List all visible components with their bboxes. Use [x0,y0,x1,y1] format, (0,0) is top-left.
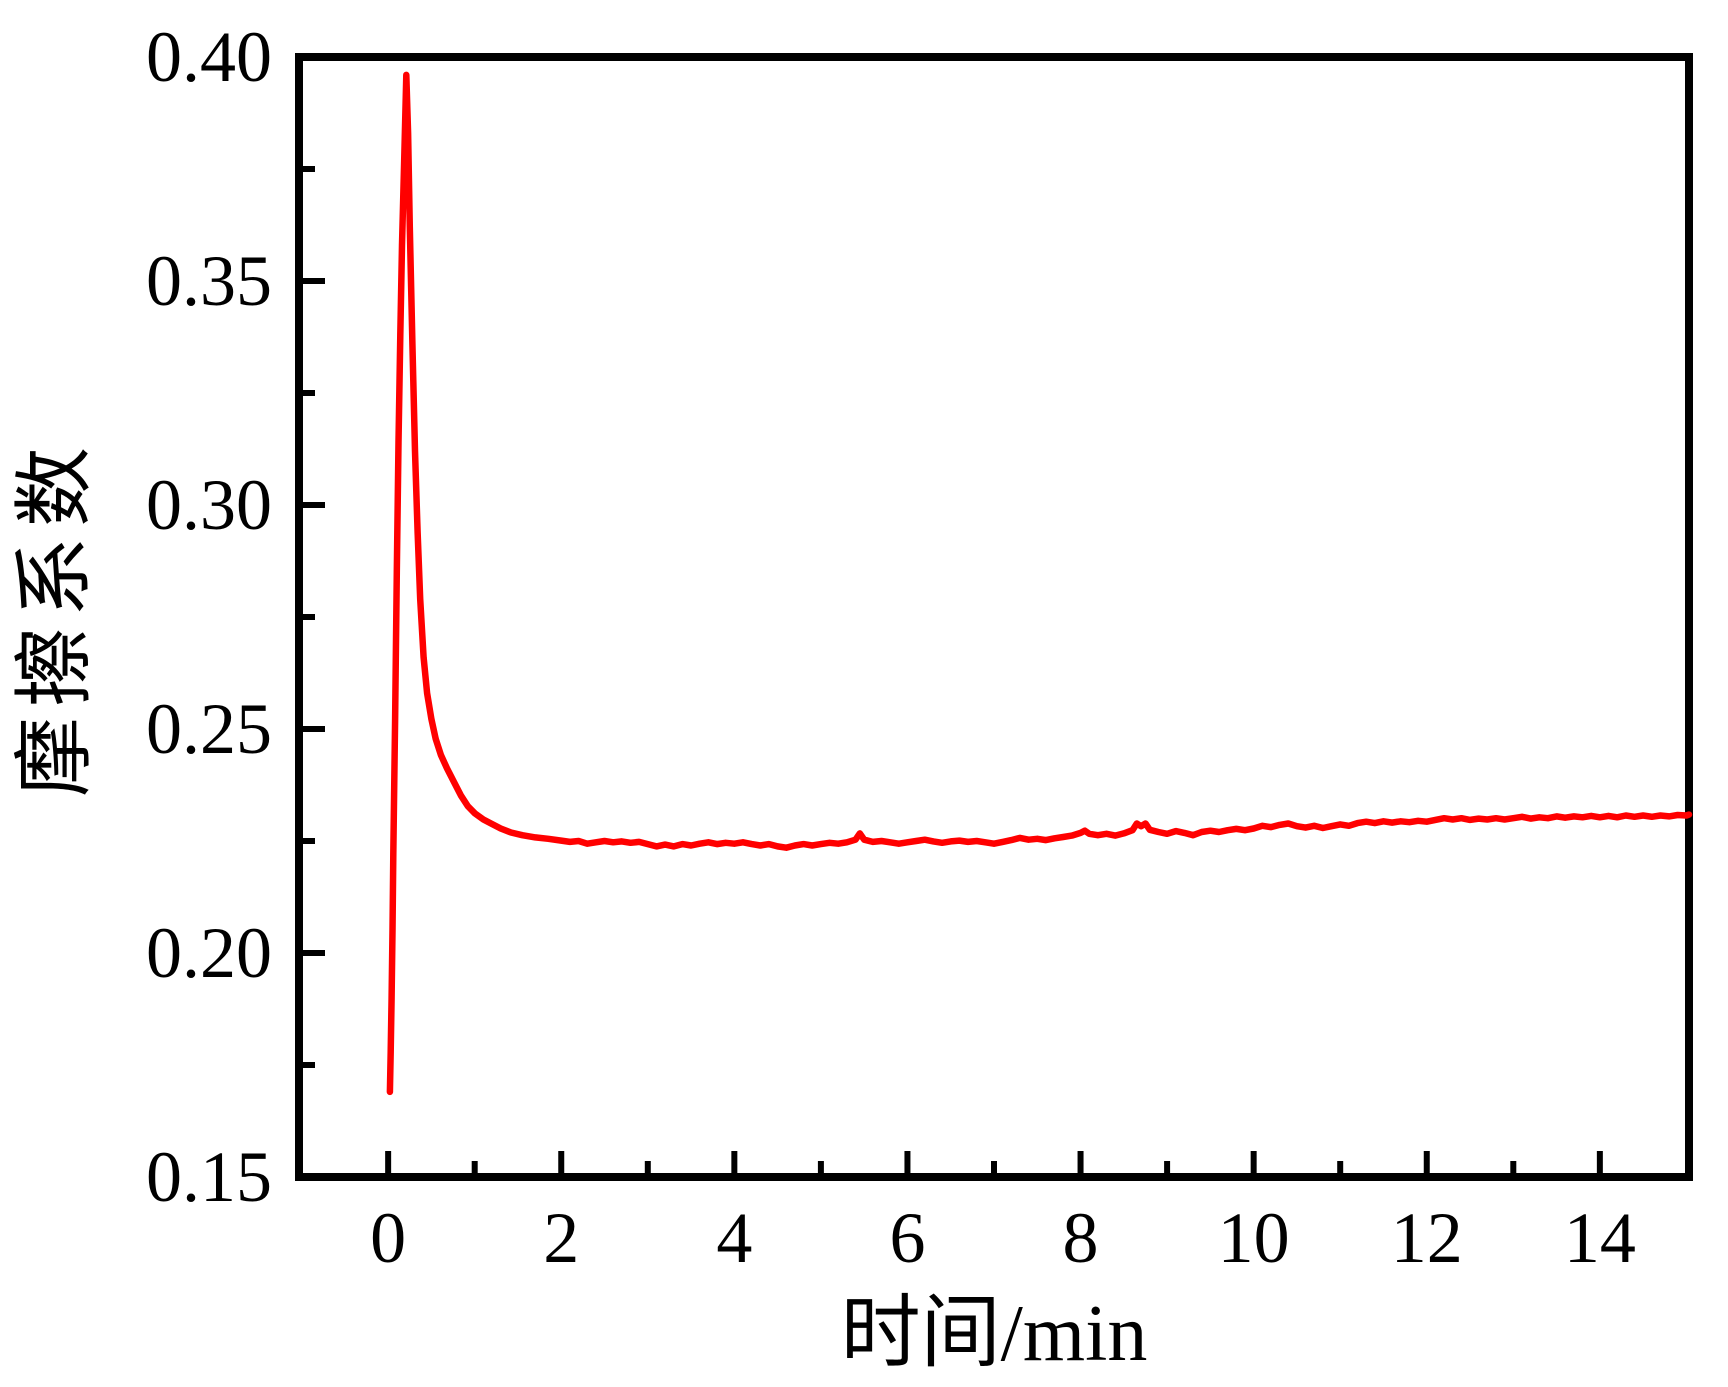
x-tick-label: 14 [1564,1198,1636,1278]
y-tick-label: 0.40 [146,17,272,97]
x-tick-label: 0 [370,1198,406,1278]
x-tick-label: 2 [543,1198,579,1278]
x-axis-title: 时间/min [841,1290,1148,1378]
axis-tick-labels: 0 2 4 6 8 10 12 14 0.15 0.20 0.25 0.30 0.35 0.40 [146,17,1636,1278]
x-tick-label: 4 [716,1198,752,1278]
x-tick-label: 12 [1391,1198,1463,1278]
x-tick-label: 8 [1063,1198,1099,1278]
plot-frame [295,53,1693,1181]
y-tick-label: 0.35 [146,241,272,321]
y-tick-label: 0.20 [146,913,272,993]
axis-ticks [299,54,1603,1180]
y-tick-label: 0.30 [146,465,272,545]
friction-curve [386,71,1693,1096]
y-axis-title: 摩擦系数 [12,437,100,797]
x-tick-label: 10 [1218,1198,1290,1278]
y-tick-label: 0.25 [146,689,272,769]
x-tick-label: 6 [889,1198,925,1278]
y-tick-label: 0.15 [146,1137,272,1217]
